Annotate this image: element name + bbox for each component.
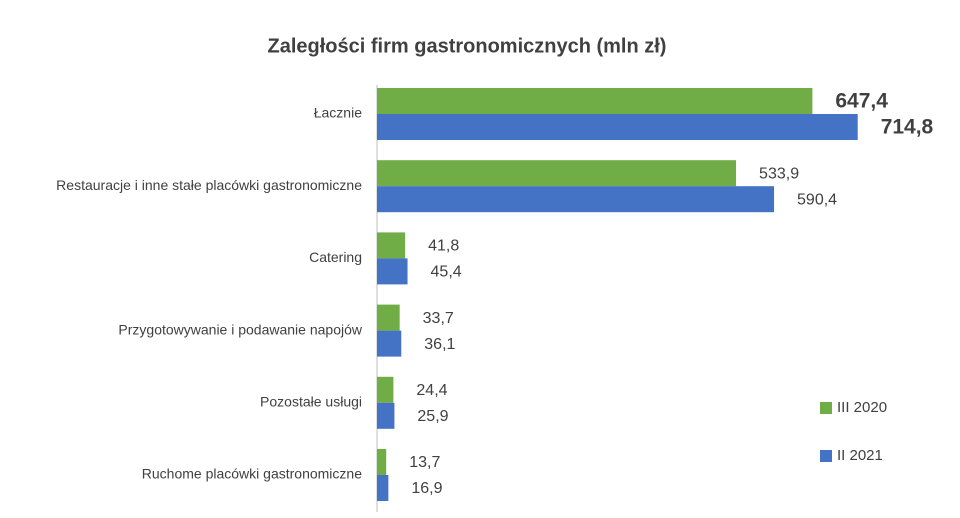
- y-tick-label: Ruchome placówki gastronomiczne: [142, 466, 362, 482]
- value-label: 33,7: [423, 310, 454, 327]
- bar: [377, 304, 400, 331]
- value-label: 24,4: [416, 382, 447, 399]
- value-label: 45,4: [431, 264, 462, 281]
- value-label: 533,9: [759, 165, 799, 182]
- value-label: 25,9: [417, 408, 448, 425]
- legend-swatch: [820, 402, 832, 414]
- bar: [377, 88, 813, 114]
- legend-swatch: [820, 450, 832, 462]
- bar: [377, 232, 406, 259]
- bar: [377, 186, 775, 213]
- value-label: 590,4: [797, 191, 837, 208]
- value-label: 41,8: [428, 238, 459, 255]
- legend-label: II 2021: [837, 447, 883, 464]
- chart-title: Zaległości firm gastronomicznych (mln zł…: [268, 35, 667, 57]
- bar: [377, 258, 408, 285]
- value-label: 714,8: [881, 116, 934, 139]
- bar: [377, 402, 395, 429]
- value-label: 13,7: [409, 454, 440, 471]
- bar: [377, 475, 389, 501]
- y-tick-label: Pozostałe usługi: [260, 394, 362, 410]
- bar: [377, 160, 737, 187]
- value-label: 16,9: [411, 480, 442, 497]
- bar: [377, 330, 402, 357]
- y-tick-label: Catering: [309, 249, 362, 265]
- legend-label: III 2020: [837, 399, 887, 416]
- bar: [377, 114, 858, 140]
- y-tick-label: Przygotowywanie i podawanie napojów: [118, 321, 362, 337]
- y-tick-label: Łacznie: [314, 105, 362, 121]
- value-label: 647,4: [835, 90, 888, 113]
- value-label: 36,1: [424, 336, 455, 353]
- y-tick-label: Restauracje i inne stałe placówki gastro…: [56, 177, 362, 193]
- bar: [377, 376, 394, 403]
- bar: [377, 449, 387, 475]
